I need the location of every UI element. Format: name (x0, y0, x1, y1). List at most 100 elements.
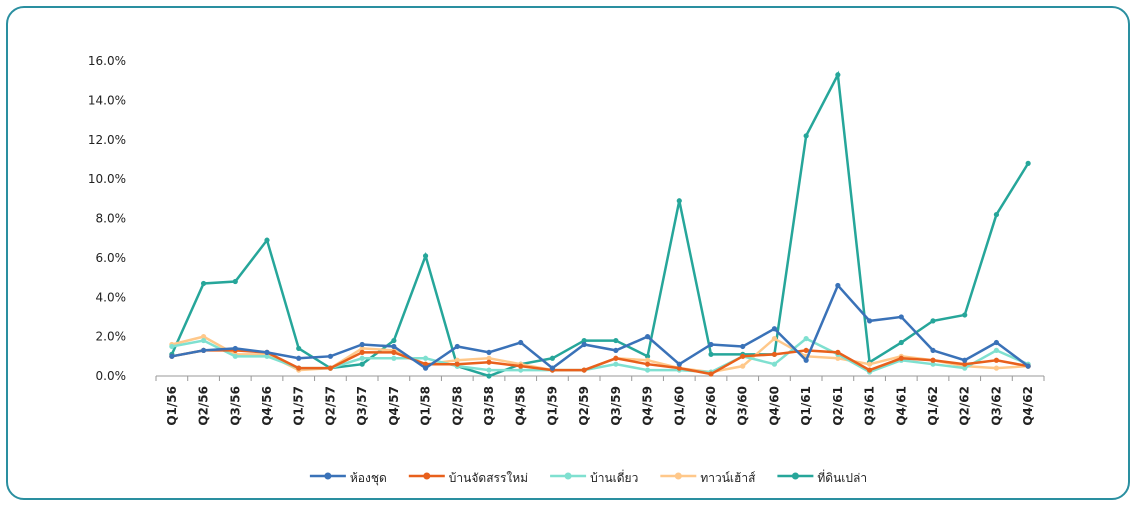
point (740, 343, 746, 350)
point (232, 353, 238, 359)
point (835, 72, 841, 78)
point (296, 355, 302, 361)
point (169, 343, 175, 350)
x-tick-label: Q3/58 (482, 386, 496, 426)
point (391, 355, 397, 361)
legend-marker (791, 472, 799, 480)
point (518, 367, 524, 373)
point (930, 318, 936, 324)
x-tick-label: Q4/58 (514, 386, 528, 426)
point (359, 355, 365, 361)
y-tick-label: 10.0% (88, 172, 126, 186)
point (327, 365, 334, 371)
x-tick-label: Q1/61 (799, 386, 813, 426)
point (771, 361, 778, 367)
point (391, 343, 397, 350)
point (803, 335, 809, 342)
legend-item: ที่ดินเปล่า (777, 469, 867, 485)
point (518, 363, 524, 369)
point (391, 349, 397, 355)
point (581, 367, 587, 373)
point (200, 337, 207, 344)
legend: ห้องชุด บ้านจัดสรรใหม่ บ้านเดี่ยว ทาวน์เฮ้า… (309, 469, 867, 486)
point (866, 361, 873, 367)
point (549, 365, 556, 371)
point (771, 326, 778, 332)
point (613, 337, 619, 344)
point (708, 371, 714, 377)
y-tick-label: 2.0% (96, 330, 127, 344)
point (169, 353, 175, 359)
legend-label: ที่ดินเปล่า (817, 469, 867, 485)
point (486, 349, 492, 355)
point (581, 337, 587, 344)
point (803, 133, 809, 139)
point (422, 361, 429, 367)
legend-item: บ้านเดี่ยว (550, 469, 638, 485)
point (359, 345, 365, 352)
point (232, 345, 238, 352)
point (740, 363, 746, 369)
point (422, 355, 429, 361)
point (708, 341, 714, 348)
x-tick-label: Q2/61 (831, 386, 845, 426)
point (359, 361, 365, 367)
x-tick-label: Q2/59 (577, 386, 591, 426)
legend-label: บ้านเดี่ยว (590, 469, 638, 485)
point (486, 359, 492, 365)
point (866, 318, 873, 324)
point (930, 357, 936, 363)
legend-label: ทาวน์เฮ้าส์ (700, 471, 756, 485)
legend-marker (423, 472, 431, 480)
point (644, 361, 651, 367)
point (359, 341, 365, 348)
point (486, 373, 492, 379)
legend-marker (324, 472, 332, 480)
y-tick-label: 6.0% (96, 251, 127, 265)
point (930, 361, 936, 367)
point (803, 347, 809, 354)
point (962, 312, 968, 318)
point (391, 337, 397, 344)
point (771, 351, 778, 357)
point (962, 361, 968, 367)
point (422, 365, 429, 371)
point (613, 355, 619, 361)
point (676, 198, 682, 204)
x-tick-label: Q3/56 (228, 386, 242, 426)
point (676, 361, 682, 367)
point (200, 334, 207, 340)
line-series (171, 283, 1029, 370)
x-tick-label: Q3/61 (863, 386, 877, 426)
x-tick-label: Q4/59 (641, 386, 655, 426)
x-tick-label: Q4/62 (1021, 386, 1035, 426)
x-tick-label: Q4/57 (387, 386, 401, 426)
y-tick-label: 8.0% (96, 212, 127, 226)
point (264, 349, 270, 355)
x-tick-label: Q2/57 (323, 386, 337, 426)
point (835, 355, 841, 361)
line-series (171, 349, 1029, 376)
legend-marker (674, 472, 682, 480)
point (644, 357, 651, 363)
x-tick-label: Q1/60 (672, 386, 686, 426)
point (486, 367, 492, 373)
y-tick-label: 12.0% (88, 133, 126, 147)
legend-item: ทาวน์เฮ้าส์ (660, 471, 756, 485)
point (993, 339, 1000, 346)
x-tick-label: Q1/57 (292, 386, 306, 426)
x-tick-label: Q3/62 (989, 386, 1003, 426)
point (454, 357, 460, 363)
legend-label: ห้องชุด (350, 471, 387, 486)
point (613, 347, 619, 354)
point (296, 345, 302, 352)
x-tick-label: Q2/62 (958, 386, 972, 426)
legend-label: บ้านจัดสรรใหม่ (449, 471, 528, 485)
point (454, 361, 460, 367)
point (835, 349, 841, 355)
x-tick-label: Q2/60 (704, 386, 718, 426)
point (644, 334, 651, 340)
point (486, 355, 492, 361)
point (771, 335, 778, 342)
